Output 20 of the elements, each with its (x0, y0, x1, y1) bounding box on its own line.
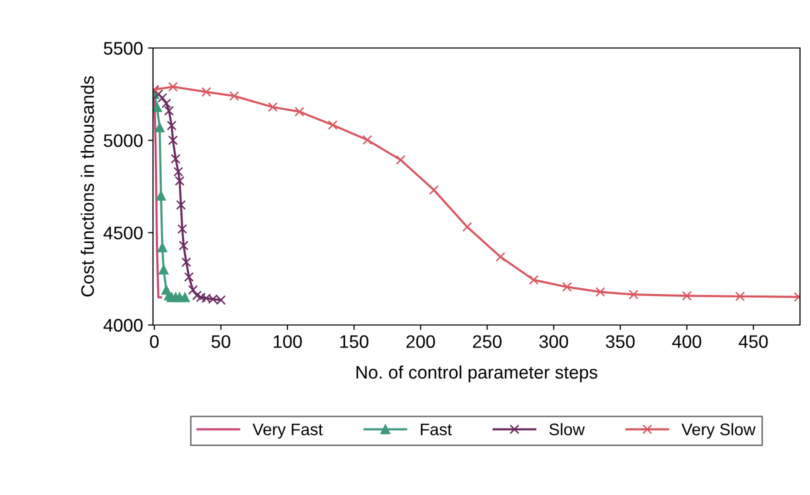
y-tick-label: 4000 (104, 318, 143, 332)
y-tick-label: 5500 (104, 42, 143, 55)
legend-label: Fast (420, 424, 452, 436)
x-axis-title: No. of control parameter steps (356, 365, 598, 382)
x-tick-label: 300 (539, 335, 568, 348)
x-tick-label: 150 (340, 335, 368, 348)
x-tick-label: 50 (212, 335, 230, 348)
x-tick-label: 200 (406, 335, 435, 348)
legend-label: Very Fast (252, 424, 323, 439)
x-tick-label: 400 (672, 335, 702, 348)
x-tick-label: 350 (606, 335, 635, 348)
x-tick-label: 0 (150, 335, 159, 348)
y-tick-label: 4500 (104, 226, 143, 240)
legend-label: Very Slow (681, 423, 756, 439)
y-tick-label: 5000 (104, 134, 143, 148)
x-tick-label: 250 (473, 335, 502, 348)
x-tick-label: 100 (274, 335, 302, 348)
x-tick-label: 450 (738, 335, 768, 348)
y-axis-title: Cost functions in thousands (80, 76, 94, 296)
legend-label: Slow (549, 423, 585, 436)
